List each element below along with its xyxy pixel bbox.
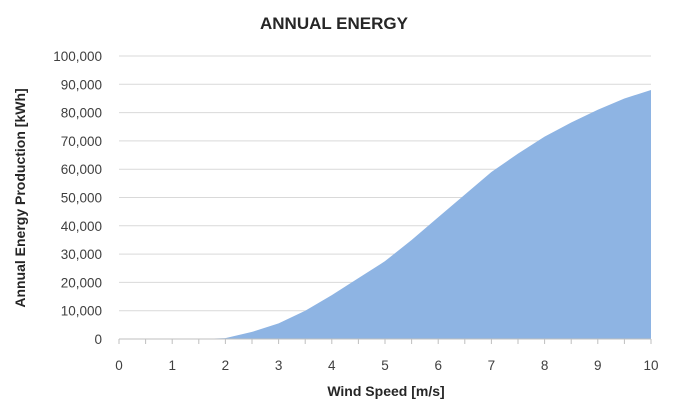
- y-tick-label: 70,000: [61, 134, 102, 149]
- y-tick-label: 0: [94, 332, 102, 347]
- y-axis-title: Annual Energy Production [kWh]: [12, 88, 28, 307]
- x-tick-label: 8: [541, 358, 549, 373]
- y-tick-label: 10,000: [61, 304, 102, 319]
- x-axis-title: Wind Speed [m/s]: [327, 383, 444, 399]
- y-axis-ticks: 0 10,000 20,000 30,000 40,000 50,000 60,000 70,…: [53, 49, 102, 347]
- x-tick-label: 2: [222, 358, 230, 373]
- y-tick-label: 60,000: [61, 162, 102, 177]
- chart-title: ANNUAL ENERGY: [260, 14, 409, 33]
- x-tick-label: 1: [168, 358, 176, 373]
- area-series: [119, 89, 651, 340]
- x-tick-label: 0: [115, 358, 123, 373]
- axes: [118, 338, 652, 344]
- x-tick-label: 6: [434, 358, 442, 373]
- x-tick-label: 3: [275, 358, 283, 373]
- gridlines: [119, 55, 651, 312]
- x-tick-label: 9: [594, 358, 602, 373]
- y-tick-label: 20,000: [61, 275, 102, 290]
- y-tick-label: 30,000: [61, 247, 102, 262]
- x-axis-ticks: 0 1 2 3 4 5 6 7 8 9 10: [115, 358, 658, 373]
- x-tick-label: 5: [381, 358, 389, 373]
- y-tick-label: 80,000: [61, 106, 102, 121]
- plot-area: [119, 89, 651, 340]
- x-tick-label: 10: [643, 358, 658, 373]
- x-tick-label: 4: [328, 358, 336, 373]
- y-tick-label: 90,000: [61, 77, 102, 92]
- y-tick-label: 50,000: [61, 191, 102, 206]
- y-tick-label: 40,000: [61, 219, 102, 234]
- x-tick-label: 7: [488, 358, 496, 373]
- y-tick-label: 100,000: [53, 49, 102, 64]
